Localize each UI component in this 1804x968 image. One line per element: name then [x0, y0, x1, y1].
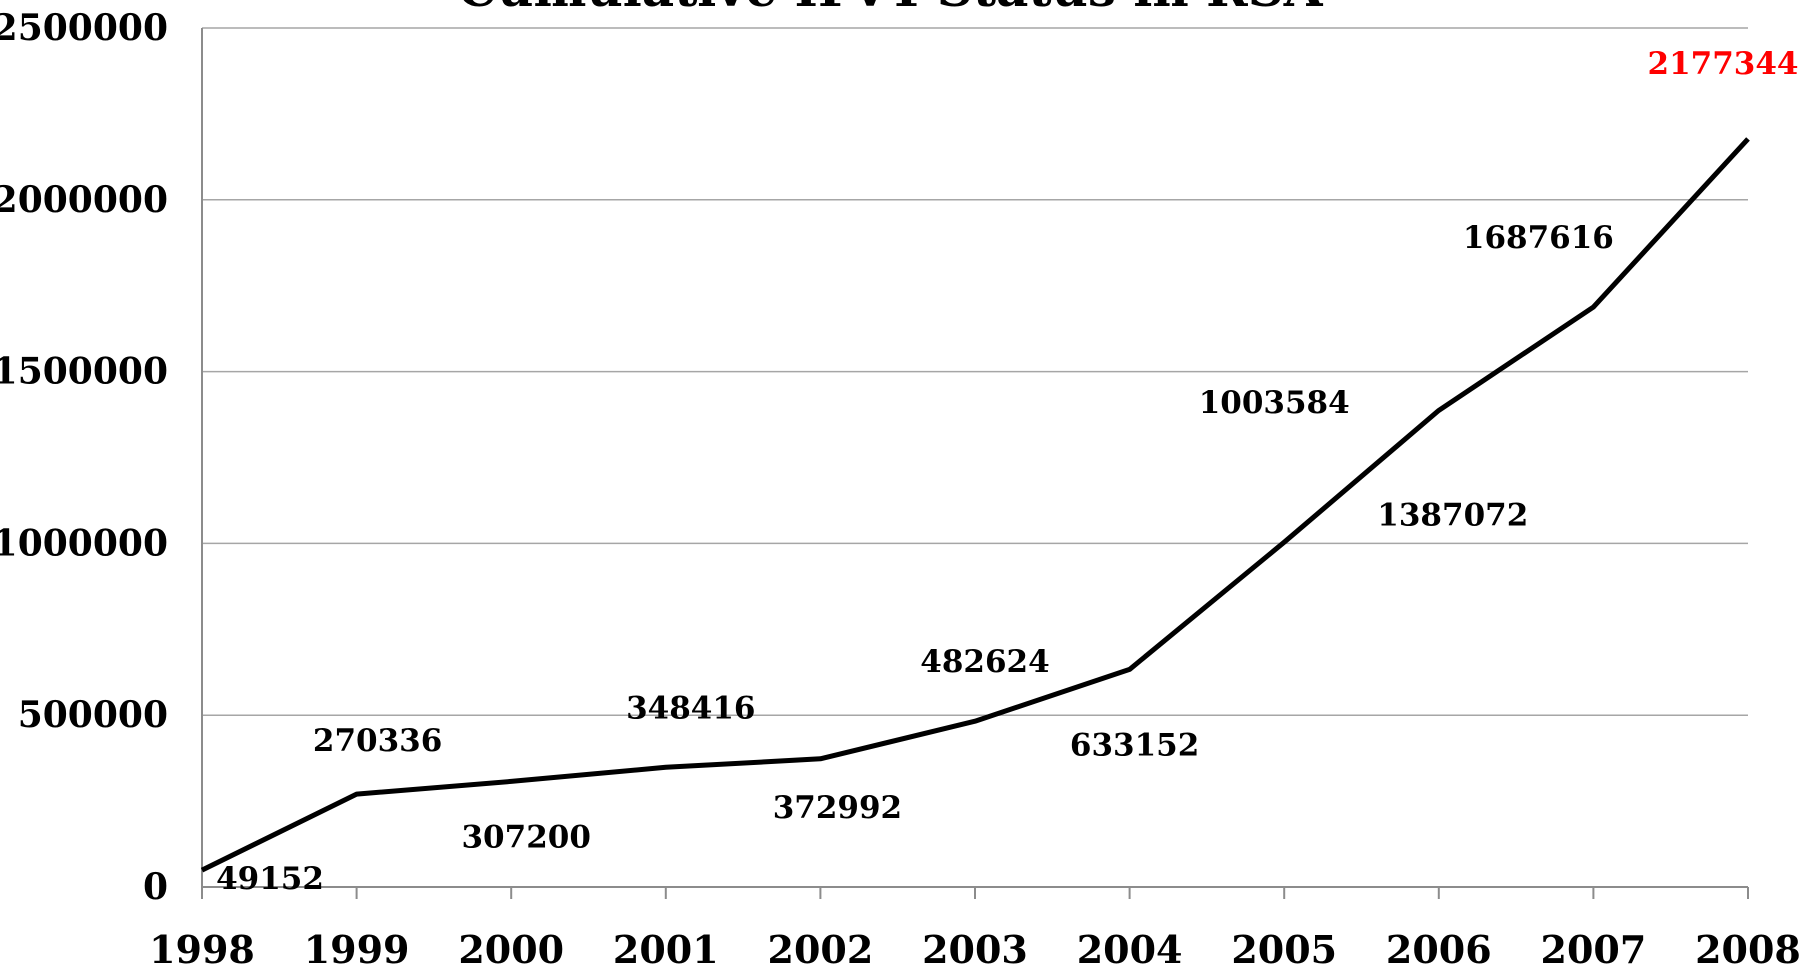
series-layer: [200, 137, 1750, 873]
data-label-highlight: 2177344: [1648, 46, 1799, 82]
y-tick-label: 0: [143, 866, 168, 908]
axes: [201, 28, 1749, 899]
x-tick-label: 2003: [922, 927, 1028, 968]
x-tick-label: 2007: [1541, 927, 1647, 968]
data-label: 348416: [626, 690, 755, 726]
y-tick-label: 500000: [18, 694, 168, 736]
data-label: 49152: [216, 861, 324, 897]
y-axis-tick-labels: 0 500000 1000000 1500000 2000000 2500000: [0, 7, 168, 908]
x-tick-label: 2008: [1695, 927, 1801, 968]
x-tick-label: 2002: [768, 927, 874, 968]
data-label: 482624: [920, 644, 1049, 680]
gridlines: [202, 27, 1748, 716]
x-axis-tick-labels: 1998 1999 2000 2001 2002 2003 2004 2005 2006 2007…: [149, 927, 1801, 968]
data-labels: 49152 270336 307200 348416 372992 482624 63315…: [216, 46, 1798, 897]
x-tick-label: 1998: [149, 927, 255, 968]
x-tick-label: 2006: [1386, 927, 1492, 968]
series-line: [200, 137, 1750, 873]
data-label: 372992: [773, 790, 902, 826]
y-tick-label: 2500000: [0, 7, 168, 49]
data-label: 1387072: [1377, 497, 1528, 533]
x-tick-label: 2004: [1077, 927, 1183, 968]
x-tick-label: 2001: [613, 927, 719, 968]
x-tick-label: 1999: [304, 927, 410, 968]
chart-title: Cumulative IPv4 Status in RSA: [457, 0, 1323, 18]
data-label: 270336: [313, 723, 442, 759]
data-label: 1687616: [1463, 220, 1614, 256]
data-label: 307200: [461, 819, 590, 855]
x-tick-label: 2005: [1231, 927, 1337, 968]
y-tick-label: 1500000: [0, 351, 168, 393]
x-tick-label: 2000: [458, 927, 564, 968]
y-tick-label: 1000000: [0, 522, 168, 564]
y-tick-label: 2000000: [0, 179, 168, 221]
data-label: 633152: [1070, 727, 1199, 763]
data-label: 1003584: [1199, 385, 1350, 421]
